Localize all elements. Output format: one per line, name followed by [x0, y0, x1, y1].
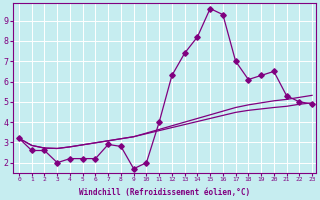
X-axis label: Windchill (Refroidissement éolien,°C): Windchill (Refroidissement éolien,°C) — [79, 188, 250, 197]
